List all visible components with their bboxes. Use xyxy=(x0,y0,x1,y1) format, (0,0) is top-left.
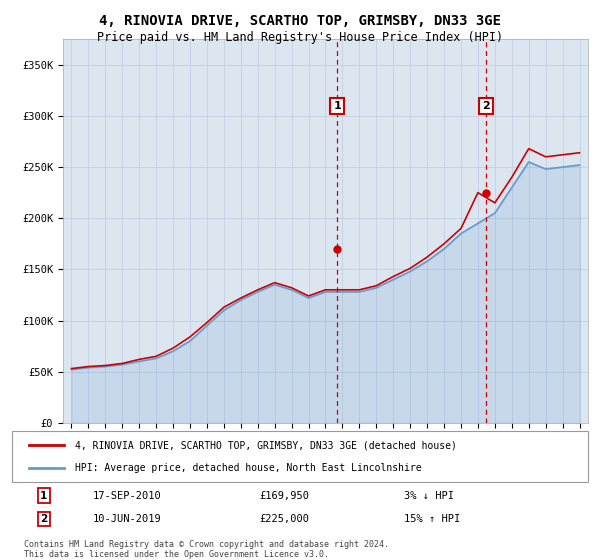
Text: 15% ↑ HPI: 15% ↑ HPI xyxy=(404,514,460,524)
Text: 1: 1 xyxy=(334,101,341,111)
Text: 3% ↓ HPI: 3% ↓ HPI xyxy=(404,491,454,501)
Text: 1: 1 xyxy=(40,491,47,501)
Text: 10-JUN-2019: 10-JUN-2019 xyxy=(92,514,161,524)
Text: Price paid vs. HM Land Registry's House Price Index (HPI): Price paid vs. HM Land Registry's House … xyxy=(97,31,503,44)
Text: £225,000: £225,000 xyxy=(260,514,310,524)
Text: £169,950: £169,950 xyxy=(260,491,310,501)
Text: 4, RINOVIA DRIVE, SCARTHO TOP, GRIMSBY, DN33 3GE (detached house): 4, RINOVIA DRIVE, SCARTHO TOP, GRIMSBY, … xyxy=(76,441,457,450)
FancyBboxPatch shape xyxy=(12,431,588,482)
Text: 2: 2 xyxy=(40,514,47,524)
Text: 17-SEP-2010: 17-SEP-2010 xyxy=(92,491,161,501)
Text: Contains HM Land Registry data © Crown copyright and database right 2024.
This d: Contains HM Land Registry data © Crown c… xyxy=(23,540,389,559)
Text: 2: 2 xyxy=(482,101,490,111)
Text: HPI: Average price, detached house, North East Lincolnshire: HPI: Average price, detached house, Nort… xyxy=(76,463,422,473)
Text: 4, RINOVIA DRIVE, SCARTHO TOP, GRIMSBY, DN33 3GE: 4, RINOVIA DRIVE, SCARTHO TOP, GRIMSBY, … xyxy=(99,14,501,28)
